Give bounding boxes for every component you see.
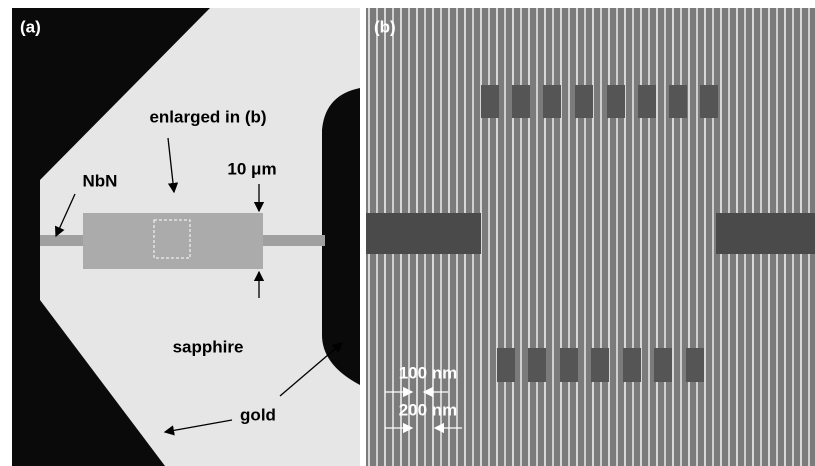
annotation: NbN xyxy=(83,171,118,190)
scale-label: 100 nm xyxy=(399,363,458,382)
panel-label: (a) xyxy=(20,17,41,36)
zoom-box xyxy=(153,219,191,259)
annotation: 10 μm xyxy=(227,159,276,178)
wire-pad xyxy=(366,213,481,254)
meander xyxy=(83,213,263,269)
panel-label: (b) xyxy=(374,17,396,36)
panel-a: (a) enlarged in (b) NbN 10 μm sapphire g… xyxy=(12,8,360,466)
annotation: gold xyxy=(240,405,276,424)
bends-bottom xyxy=(497,348,704,382)
opening xyxy=(322,88,360,385)
panel-b: (b) 100 nm 200 nm xyxy=(366,8,815,466)
bends-top xyxy=(481,85,718,118)
scale-label: 200 nm xyxy=(399,400,458,419)
wire-pad xyxy=(716,213,815,254)
annotation: sapphire xyxy=(173,337,244,356)
arrows xyxy=(55,137,343,436)
scale-arrows xyxy=(385,386,462,434)
annotation: enlarged in (b) xyxy=(149,107,266,126)
